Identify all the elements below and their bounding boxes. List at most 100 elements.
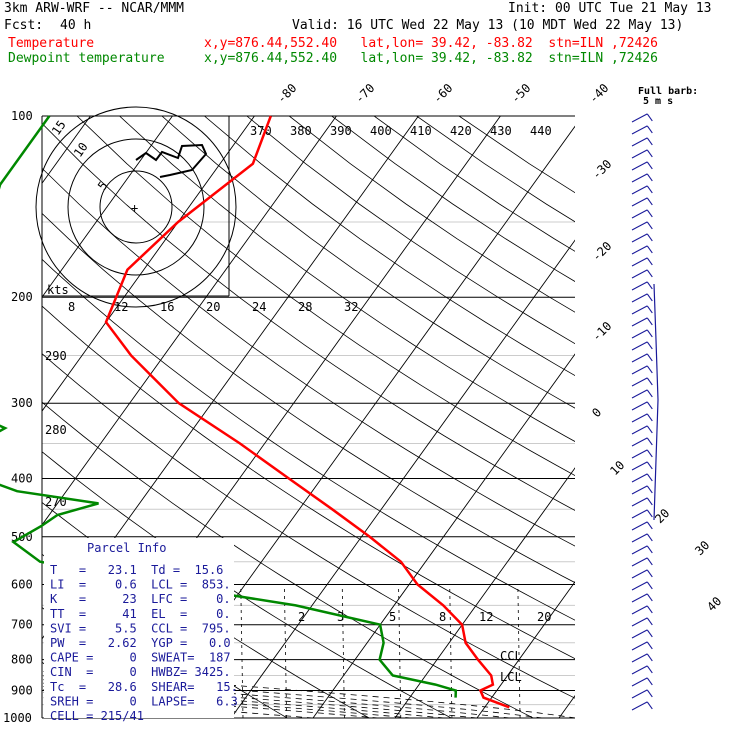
wind-barb-flag xyxy=(646,641,653,650)
wind-barb xyxy=(631,509,648,519)
wind-barb-flag xyxy=(646,665,653,674)
wind-barb-flag xyxy=(646,149,653,158)
wind-barb-flag xyxy=(646,425,653,434)
model-title: 3km ARW-WRF -- NCAR/MMM xyxy=(4,1,185,16)
wind-barb-flag xyxy=(646,485,653,494)
wind-barb xyxy=(631,533,648,543)
temperature-top-label: -60 xyxy=(430,81,455,106)
wind-barb xyxy=(631,353,648,363)
dry-adiabat xyxy=(42,353,575,699)
wind-barb-flag xyxy=(646,677,653,686)
isotherm-line xyxy=(723,116,740,718)
wind-barb-flag xyxy=(646,125,653,134)
parcel-info-panel: Parcel Info T = 23.1 Td = 15.6LI = 0.6 LC… xyxy=(44,538,238,723)
wind-barb xyxy=(631,209,648,219)
temperature-right-label: -10 xyxy=(589,319,614,344)
pressure-label: 1000 xyxy=(3,711,32,725)
wind-barb-flag xyxy=(646,269,653,278)
wind-barb xyxy=(631,293,648,303)
forecast-label: Fcst: xyxy=(4,18,44,33)
theta-label: 400 xyxy=(370,124,392,138)
dry-adiabat xyxy=(42,167,575,547)
wind-barb xyxy=(631,365,648,375)
wind-barb-flag xyxy=(646,293,653,302)
hodograph-ring-label: 15 xyxy=(49,118,69,138)
isotherm-line xyxy=(476,581,575,718)
wind-barb xyxy=(631,185,648,195)
wind-barb-flag xyxy=(646,473,653,482)
wind-barb xyxy=(631,437,648,447)
isotherm-line xyxy=(0,116,8,718)
theta-label: 420 xyxy=(450,124,472,138)
isotherm-line xyxy=(42,116,173,298)
wind-barb-flag xyxy=(646,653,653,662)
left-theta-label: 290 xyxy=(45,349,67,363)
wind-barb-flag xyxy=(646,533,653,542)
isotherm-line xyxy=(42,116,337,526)
wind-barb-flag xyxy=(646,413,653,422)
wind-barb xyxy=(631,497,648,507)
wind-barb xyxy=(631,653,648,663)
parcel-row: TT = 41 EL = 0. xyxy=(50,607,231,621)
wind-barb xyxy=(631,593,648,603)
dewpoint-line xyxy=(0,115,458,698)
pressure-label: 800 xyxy=(11,653,33,667)
isotherm-line xyxy=(394,467,575,718)
temperature-right-label: 20 xyxy=(652,506,672,526)
parcel-panel-bg xyxy=(44,538,234,718)
isotherm-line xyxy=(42,116,255,412)
wind-barb-flag xyxy=(646,557,653,566)
wind-barb xyxy=(631,113,648,123)
temperature-top-label: -40 xyxy=(586,81,611,106)
wind-barb xyxy=(631,689,648,699)
pressure-label: 100 xyxy=(11,109,33,123)
wind-barb xyxy=(631,677,648,687)
wind-barb xyxy=(631,197,648,207)
theta-label: 440 xyxy=(530,124,552,138)
wind-barb-flag xyxy=(646,689,653,698)
theta-label: 410 xyxy=(410,124,432,138)
wind-barb xyxy=(631,221,648,231)
temperature-right-label: -20 xyxy=(589,239,614,264)
mixing-ratio-line xyxy=(283,584,288,718)
wind-barb-flag xyxy=(646,593,653,602)
forecast-hours: 40 h xyxy=(60,18,92,33)
wind-barb-flag xyxy=(646,389,653,398)
wind-barb xyxy=(631,605,648,615)
mixing-ratio-label: 12 xyxy=(114,300,128,314)
wind-barb-flag xyxy=(646,317,653,326)
wind-barb xyxy=(631,461,648,471)
wind-barb xyxy=(631,665,648,675)
wind-barb-flag xyxy=(646,113,653,122)
mixing-ratio-label: 2 xyxy=(298,610,305,624)
init-time: Init: 00 UTC Tue 21 May 13 xyxy=(508,1,712,16)
wind-barb-flag xyxy=(646,629,653,638)
pressure-label: 600 xyxy=(11,577,33,591)
wind-barb-flag xyxy=(646,353,653,362)
wind-barb-flag xyxy=(646,497,653,506)
wind-barb xyxy=(631,449,648,459)
hodograph-trace xyxy=(135,143,208,178)
temperature-top-label: -80 xyxy=(274,81,299,106)
hodograph-ring xyxy=(67,138,205,276)
theta-label: 370 xyxy=(250,124,272,138)
barb-legend-line1: Full barb: xyxy=(638,86,698,97)
wind-barb-flag xyxy=(646,233,653,242)
parcel-row: SVI = 5.5 CCL = 795. xyxy=(50,621,231,635)
wind-barb-flag xyxy=(646,221,653,230)
parcel-row: T = 23.1 Td = 15.6 xyxy=(50,563,223,577)
isotherm-line xyxy=(230,239,575,718)
wind-barb-flag xyxy=(646,341,653,350)
dry-adiabat xyxy=(42,401,534,718)
dry-adiabat xyxy=(76,116,575,476)
wind-barb xyxy=(631,557,648,567)
pressure-label: 700 xyxy=(11,618,33,632)
dewpoint-location: x,y=876.44,552.40 lat,lon= 39.42, -83.82… xyxy=(204,51,658,66)
wind-barb-flag xyxy=(646,509,653,518)
hodograph-ring xyxy=(99,170,173,244)
wind-barb xyxy=(631,305,648,315)
wind-barb xyxy=(631,341,648,351)
wind-barb-flag xyxy=(646,401,653,410)
wind-barb-flag xyxy=(646,197,653,206)
theta-label: 390 xyxy=(330,124,352,138)
